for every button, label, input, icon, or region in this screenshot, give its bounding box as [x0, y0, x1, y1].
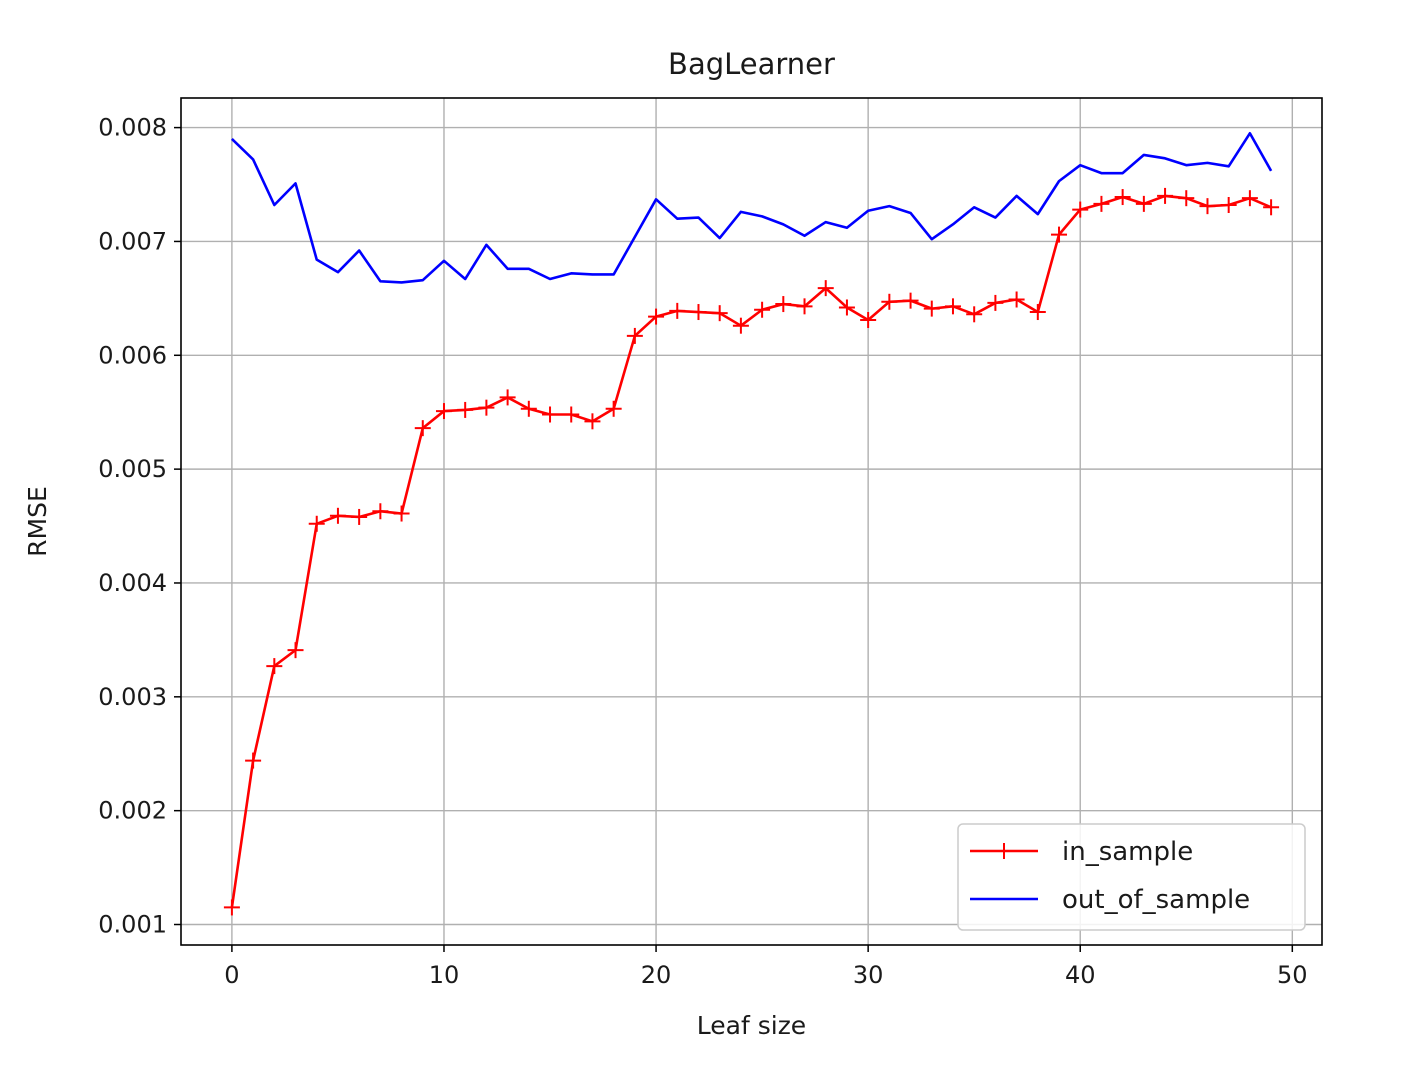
data-point-in-sample: [542, 406, 559, 423]
data-point-in-sample: [1114, 189, 1131, 206]
data-point-in-sample: [669, 302, 686, 319]
data-point-in-sample: [1051, 226, 1068, 243]
data-point-in-sample: [775, 296, 792, 313]
data-point-in-sample: [626, 327, 643, 344]
data-point-in-sample: [1157, 187, 1174, 204]
data-point-in-sample: [732, 317, 749, 334]
data-point-in-sample: [923, 300, 940, 317]
data-point-in-sample: [499, 389, 516, 406]
data-point-in-sample: [584, 413, 601, 430]
data-point-in-sample: [711, 305, 728, 322]
data-point-in-sample: [754, 301, 771, 318]
x-tick-label: 0: [224, 961, 239, 989]
data-point-in-sample: [1241, 190, 1258, 207]
y-tick-label: 0.008: [98, 114, 167, 142]
data-point-in-sample: [1008, 291, 1025, 308]
x-tick-label: 50: [1277, 961, 1308, 989]
data-point-in-sample: [414, 420, 431, 437]
data-point-in-sample: [520, 400, 537, 417]
ticks: 0 10 20 30 40 50 0.001 0.002 0.003 0.004 0.005 0.00…: [98, 114, 1307, 989]
y-tick-label: 0.006: [98, 341, 167, 369]
y-tick-label: 0.004: [98, 569, 167, 597]
x-tick-label: 30: [853, 961, 884, 989]
chart-title: BagLearner: [668, 47, 835, 81]
y-tick-label: 0.002: [98, 797, 167, 825]
legend-box: [957, 823, 1306, 931]
data-point-in-sample: [287, 642, 304, 659]
data-point-in-sample: [817, 280, 834, 297]
data-point-in-sample: [308, 515, 325, 532]
legend: in_sample out_of_sample: [957, 823, 1306, 931]
data-point-in-sample: [435, 403, 452, 420]
data-point-in-sample: [223, 899, 240, 916]
data-point-in-sample: [605, 400, 622, 417]
data-point-in-sample: [1263, 199, 1280, 216]
data-point-in-sample: [796, 298, 813, 315]
data-point-in-sample: [1199, 198, 1216, 215]
plot-frame: [180, 97, 1323, 946]
data-point-in-sample: [690, 304, 707, 321]
y-tick-label: 0.001: [98, 911, 167, 939]
data-point-in-sample: [245, 752, 262, 769]
x-axis-title: Leaf size: [697, 1011, 806, 1040]
data-point-in-sample: [648, 308, 665, 325]
legend-label: in_sample: [1062, 837, 1193, 867]
data-point-in-sample: [860, 311, 877, 328]
data-point-in-sample: [1029, 304, 1046, 321]
data-point-in-sample: [1072, 201, 1089, 218]
data-point-in-sample: [478, 399, 495, 416]
data-point-in-sample: [393, 505, 410, 522]
data-point-in-sample: [457, 401, 474, 418]
data-point-in-sample: [329, 507, 346, 524]
series-line-out-of-sample: [230, 131, 1273, 284]
x-tick-label: 20: [641, 961, 672, 989]
x-tick-label: 10: [429, 961, 460, 989]
data-point-in-sample: [266, 658, 283, 675]
legend-label: out_of_sample: [1062, 885, 1250, 915]
y-tick-label: 0.005: [98, 455, 167, 483]
data-point-in-sample: [987, 294, 1004, 311]
y-tick-label: 0.003: [98, 683, 167, 711]
y-tick-label: 0.007: [98, 227, 167, 255]
data-point-in-sample: [1135, 195, 1152, 212]
legend-item-in-sample: in_sample: [970, 837, 1193, 867]
data-point-in-sample: [881, 293, 898, 310]
x-tick-label: 40: [1065, 961, 1096, 989]
data-point-in-sample: [372, 503, 389, 520]
y-axis-title: RMSE: [23, 486, 52, 557]
data-point-in-sample: [902, 292, 919, 309]
data-point-in-sample: [1178, 190, 1195, 207]
data-point-in-sample: [966, 306, 983, 323]
legend-item-out-of-sample: out_of_sample: [970, 885, 1250, 915]
data-point-in-sample: [1220, 197, 1237, 214]
series-layer: [223, 131, 1280, 916]
data-point-in-sample: [351, 508, 368, 525]
data-point-in-sample: [563, 406, 580, 423]
data-point-in-sample: [838, 299, 855, 316]
data-point-in-sample: [1093, 195, 1110, 212]
grid: [181, 98, 1322, 945]
data-point-in-sample: [944, 298, 961, 315]
